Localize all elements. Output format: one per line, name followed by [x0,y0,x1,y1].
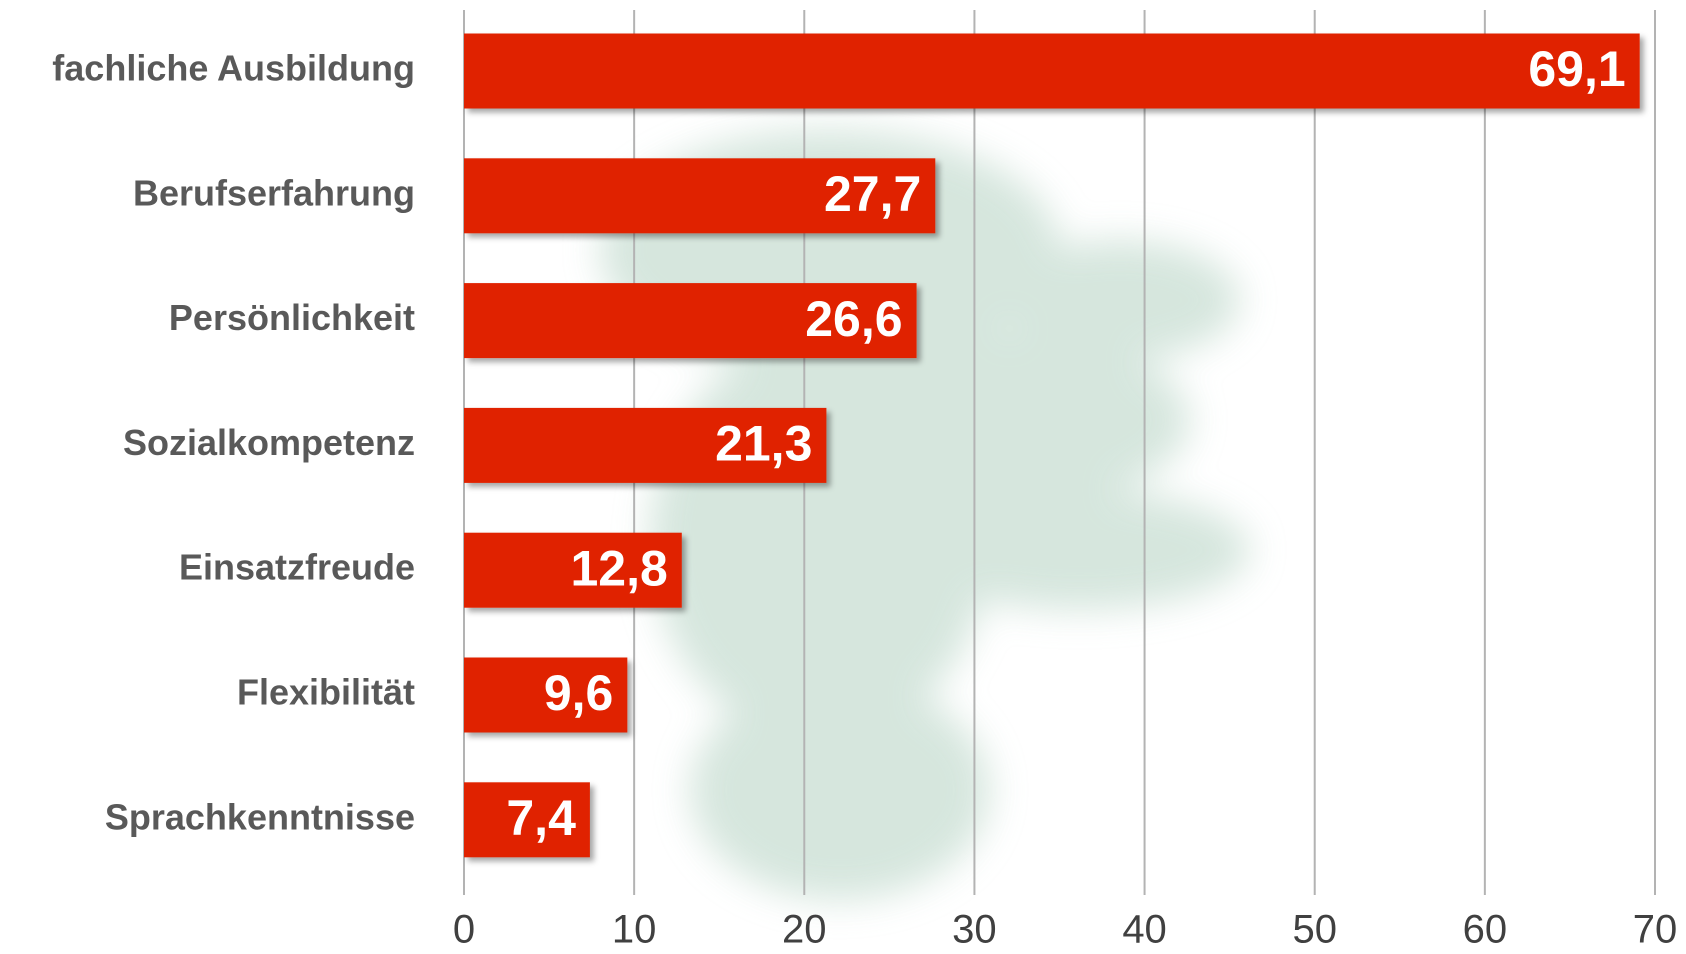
bar [464,283,917,359]
x-tick-label: 30 [952,908,997,952]
category-label: fachliche Ausbildung [52,48,415,89]
value-label: 26,6 [805,291,902,347]
bar [464,657,628,733]
x-tick-label: 70 [1633,908,1678,952]
x-tick-label: 20 [782,908,827,952]
x-tick-label: 40 [1122,908,1167,952]
x-tick-label: 60 [1463,908,1508,952]
bar [464,407,827,483]
x-tick-label: 10 [612,908,657,952]
category-label: Einsatzfreude [179,547,415,588]
bar [464,532,682,608]
value-label: 12,8 [570,540,667,596]
category-label: Sozialkompetenz [123,422,415,463]
x-tick-label: 50 [1292,908,1337,952]
bar [464,158,936,234]
value-label: 9,6 [544,665,614,721]
category-label: Sprachkenntnisse [105,796,415,837]
bars: 69,1 27,7 26,6 21,3 12,8 9,6 7,4 [464,33,1640,858]
x-tick-label: 0 [453,908,475,952]
value-label: 21,3 [715,416,812,472]
watermark [600,130,1250,900]
value-label: 7,4 [506,790,576,846]
value-label: 27,7 [824,166,921,222]
value-label: 69,1 [1528,41,1625,97]
category-label: Berufserfahrung [133,172,415,213]
category-label: Persönlichkeit [169,297,415,338]
category-label: Flexibilität [237,672,415,713]
bar [464,782,590,858]
bar [464,33,1640,109]
